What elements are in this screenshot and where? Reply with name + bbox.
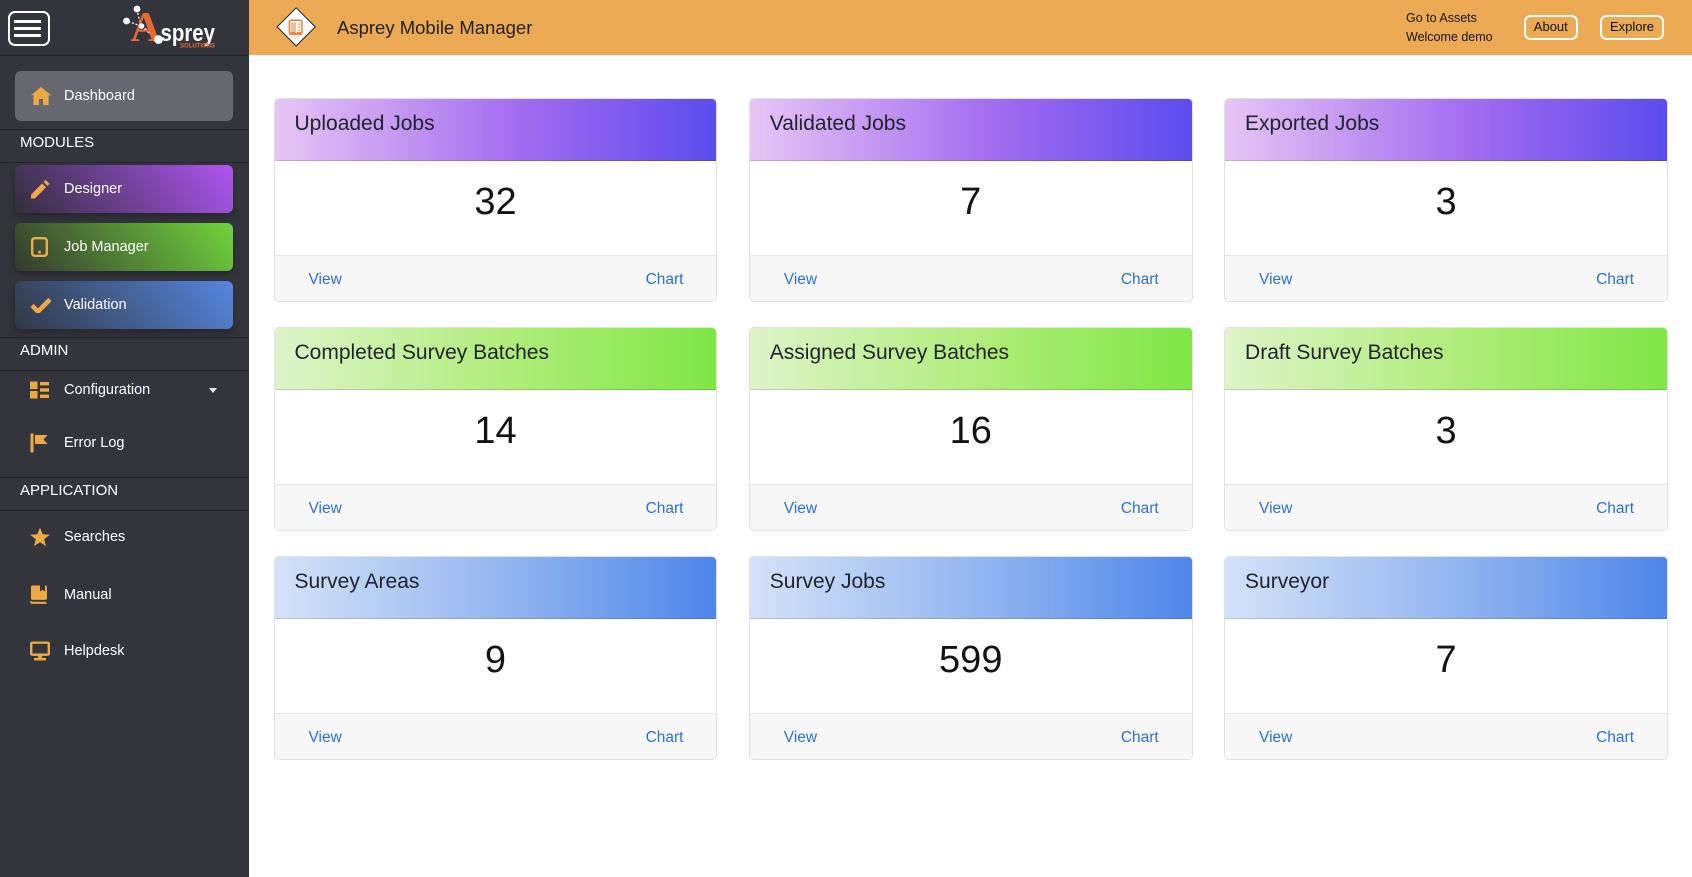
svg-text:sprey: sprey xyxy=(161,20,216,47)
svg-text:A: A xyxy=(131,5,162,51)
svg-text:SOLUTIONS: SOLUTIONS xyxy=(180,44,215,50)
